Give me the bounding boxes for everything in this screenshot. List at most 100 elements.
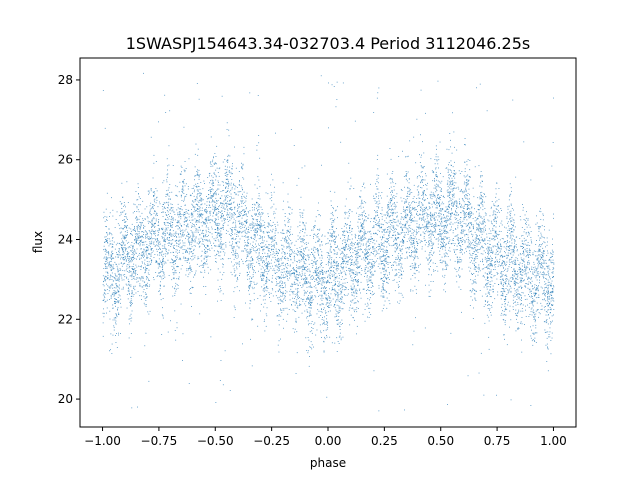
data-point <box>301 212 303 214</box>
data-point <box>264 227 266 229</box>
data-point <box>383 295 385 297</box>
data-point <box>317 252 319 254</box>
data-point <box>223 228 224 230</box>
data-point <box>396 215 398 217</box>
data-point <box>409 210 411 212</box>
data-point <box>120 302 121 304</box>
data-point <box>460 248 462 250</box>
data-point <box>131 310 133 312</box>
data-point <box>481 180 483 182</box>
data-point <box>432 196 434 197</box>
data-point <box>216 200 217 201</box>
data-point <box>174 219 176 221</box>
data-point <box>179 212 181 214</box>
data-point <box>228 204 230 205</box>
data-point <box>454 252 455 253</box>
data-point <box>422 210 424 212</box>
data-point <box>143 289 145 290</box>
data-point <box>529 249 531 251</box>
data-point <box>239 181 240 183</box>
data-point <box>536 255 538 257</box>
data-point <box>210 210 212 212</box>
data-point <box>311 229 312 231</box>
data-point <box>551 332 553 334</box>
data-point <box>109 350 110 352</box>
data-point <box>180 206 182 207</box>
data-point <box>409 205 410 207</box>
data-point <box>451 212 453 214</box>
data-point <box>146 257 148 259</box>
data-point <box>357 253 359 255</box>
data-point <box>134 229 135 231</box>
data-point <box>481 196 483 197</box>
data-point <box>429 257 430 259</box>
data-point <box>106 232 107 233</box>
data-point <box>112 237 114 239</box>
data-point <box>386 241 387 243</box>
data-point <box>451 209 452 211</box>
data-point <box>305 292 307 294</box>
data-point <box>193 201 195 203</box>
data-point <box>545 311 547 312</box>
data-point <box>243 191 245 193</box>
data-point <box>218 255 220 257</box>
data-point <box>224 169 226 170</box>
data-point <box>265 280 267 282</box>
data-point <box>443 214 444 216</box>
data-point <box>469 241 471 243</box>
data-point <box>303 261 305 263</box>
data-point <box>482 181 483 182</box>
data-point <box>383 252 385 254</box>
data-point <box>226 205 228 207</box>
data-point <box>122 258 124 260</box>
data-point <box>515 263 517 265</box>
data-point <box>488 233 490 234</box>
data-point <box>513 235 514 237</box>
data-point <box>231 209 233 211</box>
data-point <box>414 249 416 251</box>
data-point <box>450 164 452 166</box>
data-point <box>455 253 457 255</box>
data-point <box>256 248 258 250</box>
data-point <box>498 241 500 243</box>
data-point <box>541 264 542 266</box>
data-point <box>369 238 371 240</box>
data-point <box>429 194 431 196</box>
data-point <box>342 247 344 249</box>
data-point <box>140 240 142 242</box>
data-point <box>231 261 232 263</box>
data-point <box>439 262 441 263</box>
data-point <box>421 227 423 228</box>
data-point <box>133 246 134 248</box>
data-point <box>196 263 198 265</box>
data-point <box>439 213 441 215</box>
data-point <box>196 220 197 222</box>
data-point <box>322 274 323 275</box>
data-point <box>430 289 432 291</box>
data-point <box>369 276 371 278</box>
data-point <box>314 257 316 259</box>
data-point <box>416 270 418 271</box>
data-point <box>452 232 454 234</box>
data-point <box>179 215 181 217</box>
data-point <box>297 280 299 282</box>
data-point <box>394 208 396 210</box>
data-point <box>266 268 268 269</box>
data-point <box>354 250 355 251</box>
data-point <box>246 244 248 246</box>
data-point <box>303 258 304 259</box>
data-point <box>263 295 265 297</box>
data-point <box>494 264 495 266</box>
data-point <box>371 259 373 260</box>
data-point <box>265 256 266 257</box>
data-point <box>341 228 343 229</box>
data-point <box>321 265 322 267</box>
data-point <box>193 233 195 235</box>
data-point <box>500 265 502 266</box>
data-point <box>219 251 221 253</box>
data-point <box>192 287 194 288</box>
data-point <box>551 304 552 306</box>
data-point <box>117 300 119 302</box>
data-point <box>260 231 262 232</box>
data-point <box>352 307 354 309</box>
